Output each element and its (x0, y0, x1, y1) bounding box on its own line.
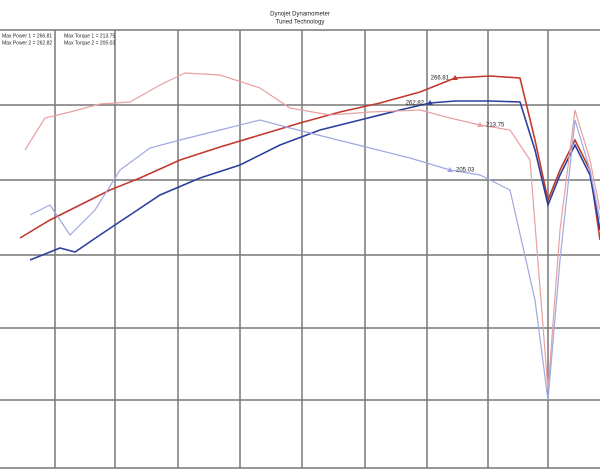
peak-marker (477, 122, 483, 127)
series-line (29, 100, 600, 261)
peak-label: 213.75 (486, 123, 505, 129)
legend-entry: Max Torque 1 = 213.75 (64, 33, 115, 39)
peak-marker (447, 167, 453, 172)
chart-title: Dynojet Dynamometer (270, 12, 330, 18)
series-line (29, 119, 600, 401)
peak-marker (427, 100, 433, 105)
chart-subtitle: Tuned Technology (276, 20, 325, 26)
peak-label: 262.82 (406, 101, 425, 107)
legend-entry: Max Torque 2 = 205.03 (64, 40, 115, 46)
series-line (24, 72, 600, 391)
series-line (19, 75, 600, 241)
peak-label: 266.81 (431, 76, 450, 82)
legend-entry: Max Power 1 = 266.81 (2, 33, 52, 39)
peak-label: 205.03 (456, 168, 475, 174)
legend-entry: Max Power 2 = 262.82 (2, 40, 52, 46)
peak-marker (452, 75, 458, 80)
